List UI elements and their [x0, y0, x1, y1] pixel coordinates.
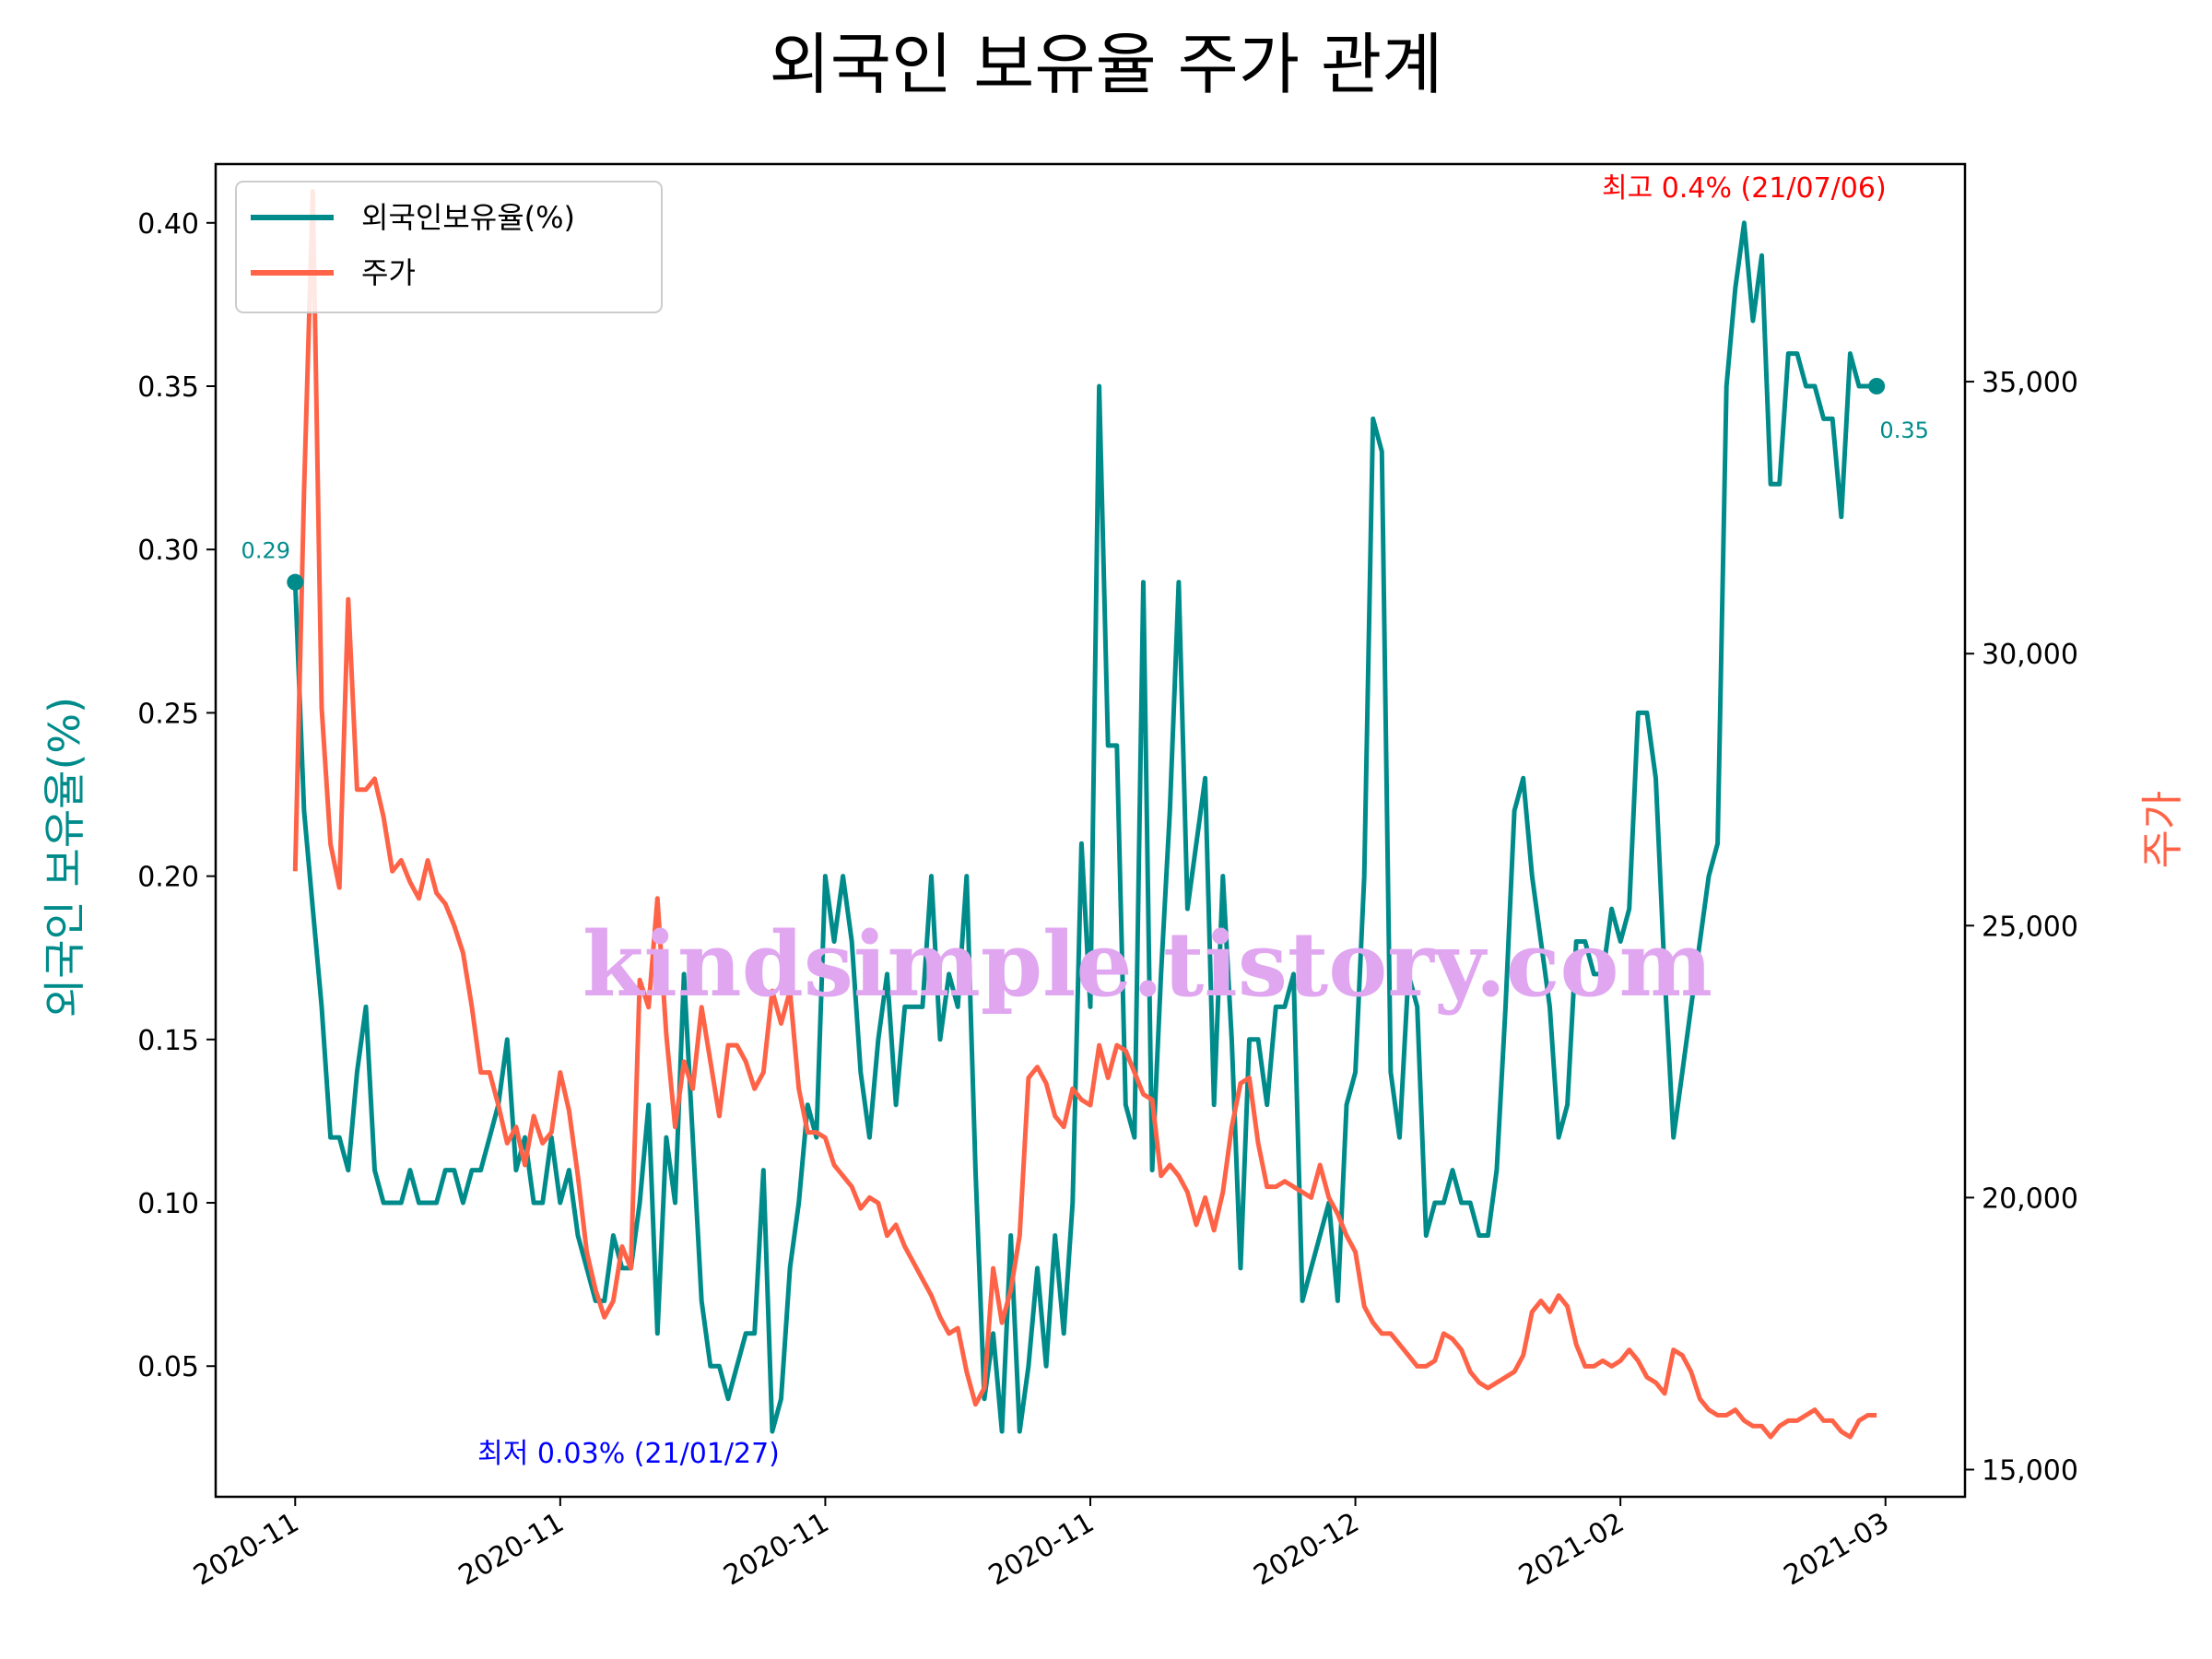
end-point-marker [1868, 378, 1886, 394]
y-left-tick-label: 0.20 [137, 862, 199, 894]
x-tick-label: 2021-03 [1779, 1507, 1895, 1593]
y-axis-right-label: 주가 [2137, 791, 2187, 869]
y-left-tick-label: 0.15 [137, 1025, 199, 1057]
series-line-foreign-ratio [292, 220, 1877, 1434]
plot-area [216, 164, 1965, 1497]
marker-layer: 0.29 0.35 [241, 378, 1929, 591]
annotation-min: 최저 0.03% (21/01/27) [477, 1438, 780, 1470]
y-right-tick-label: 30,000 [1982, 639, 2078, 671]
y-left-tick-label: 0.35 [137, 371, 199, 404]
y-left-tick-label: 0.30 [137, 535, 199, 567]
series-line-stock-price [292, 189, 1877, 1440]
y-right-tick-label: 35,000 [1982, 367, 2078, 399]
plot-background [216, 164, 1965, 1497]
x-tick-label: 2020-11 [188, 1507, 304, 1593]
legend-frame [235, 181, 663, 313]
end-point-label: 0.35 [1879, 418, 1928, 443]
legend: 외국인보유율(%) 주가 [235, 181, 663, 313]
start-point-marker [287, 573, 304, 591]
y-left-tick-label: 0.05 [137, 1351, 199, 1383]
x-tick-label: 2020-11 [718, 1507, 834, 1593]
legend-label-stock-price: 주가 [361, 255, 416, 290]
legend-label-foreign-ratio: 외국인보유율(%) [361, 200, 575, 235]
x-tick-label: 2020-11 [453, 1507, 570, 1593]
y-left-tick-label: 0.40 [137, 208, 199, 241]
watermark-text: kindsimple.tistory.com [582, 912, 1712, 1017]
y-left-tick-label: 0.25 [137, 698, 199, 730]
x-tick-label: 2020-11 [983, 1507, 1100, 1593]
x-tick-label: 2021-02 [1513, 1507, 1630, 1593]
x-tick-label: 2020-12 [1249, 1507, 1365, 1593]
chart-title: 외국인 보유율 주가 관계 [769, 26, 1442, 103]
y-right-tick-label: 15,000 [1982, 1454, 2078, 1487]
series-layer [292, 189, 1877, 1440]
y-right-tick-label: 20,000 [1982, 1182, 2078, 1215]
annotation-max: 최고 0.4% (21/07/06) [1602, 172, 1887, 205]
y-axis-left-label: 외국인 보유율(%) [40, 697, 89, 1018]
start-point-label: 0.29 [241, 538, 290, 564]
y-right-tick-label: 25,000 [1982, 911, 2078, 943]
y-left-tick-label: 0.10 [137, 1188, 199, 1220]
